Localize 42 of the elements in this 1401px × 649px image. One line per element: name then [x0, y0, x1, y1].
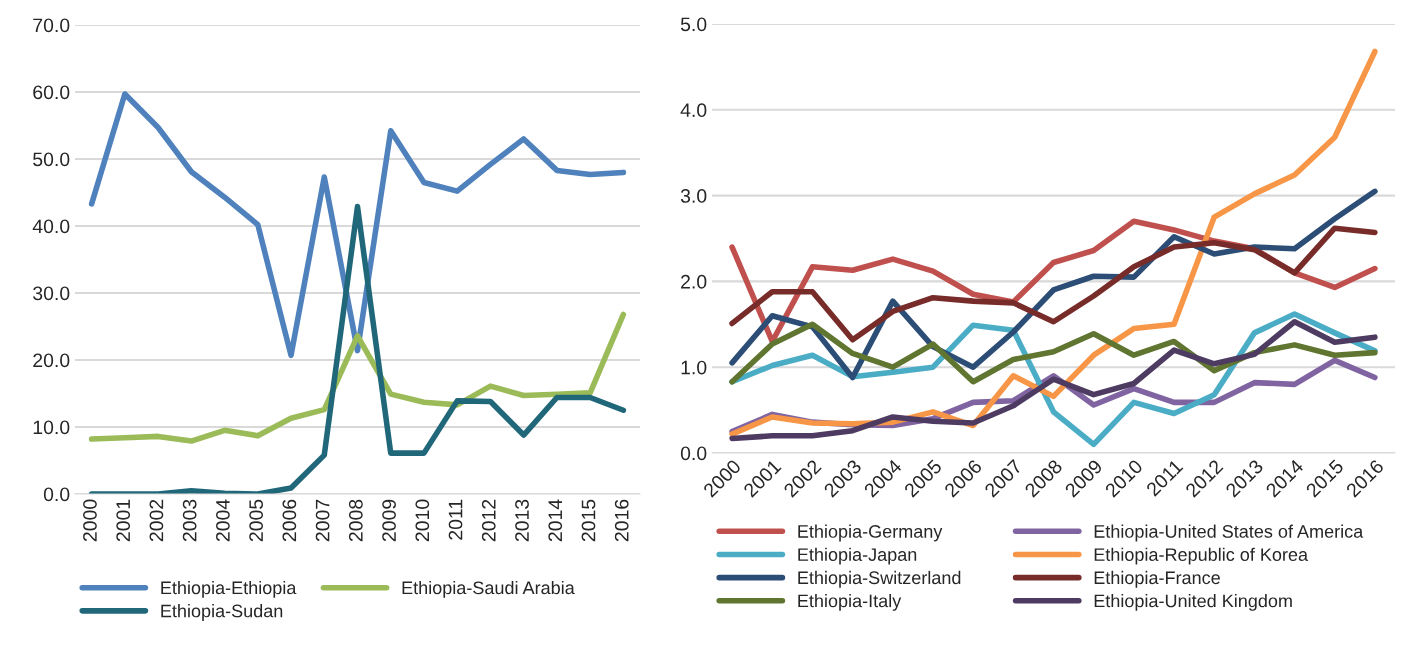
legend-label: Ethiopia-Japan — [798, 547, 917, 565]
x-tick-label: 2015 — [581, 499, 596, 542]
y-tick-label: 4.0 — [680, 103, 707, 118]
x-tick-label: 2003 — [182, 499, 197, 542]
x-tick-label: 2014 — [548, 499, 563, 542]
legend-label: Ethiopia-Italy — [798, 594, 902, 611]
y-tick-label: 30.0 — [33, 286, 70, 301]
legend-label: Ethiopia-Switzerland — [798, 570, 961, 588]
y-tick-label: 50.0 — [33, 152, 70, 167]
legend-label: Ethiopia-Republic of Korea — [1094, 547, 1309, 565]
y-tick-label: 0.0 — [680, 446, 707, 461]
legend-label: Ethiopia-Saudi Arabia — [402, 580, 575, 598]
y-tick-label: 5.0 — [680, 17, 707, 32]
legend-label: Ethiopia-United Kingdom — [1094, 594, 1292, 611]
y-tick-label: 1.0 — [681, 360, 707, 375]
x-tick-label: 2011 — [448, 499, 463, 540]
x-tick-label: 2009 — [382, 499, 396, 542]
x-tick-label: 2010 — [415, 499, 430, 542]
x-tick-label: 2004 — [216, 499, 230, 542]
x-tick-label: 2000 — [83, 499, 97, 542]
y-tick-label: 0.0 — [43, 487, 70, 502]
x-tick-label: 2007 — [315, 499, 330, 542]
y-tick-label: 40.0 — [32, 219, 70, 234]
y-tick-label: 70.0 — [33, 18, 70, 33]
x-tick-label: 2001 — [116, 499, 131, 542]
y-tick-label: 3.0 — [680, 189, 707, 203]
x-tick-label: 2002 — [149, 499, 164, 542]
x-tick-label: 2013 — [515, 499, 529, 542]
legend-label: Ethiopia-United States of America — [1094, 524, 1364, 542]
y-tick-label: 20.0 — [33, 353, 70, 368]
y-tick-label: 2.0 — [681, 274, 707, 289]
y-tick-label: 60.0 — [33, 85, 70, 100]
y-tick-label: 10.0 — [33, 420, 70, 435]
legend-label: Ethiopia-France — [1094, 570, 1220, 588]
legend-label: Ethiopia-Ethiopia — [161, 580, 297, 598]
x-tick-label: 2016 — [614, 499, 629, 542]
legend-label: Ethiopia-Sudan — [161, 604, 283, 621]
legend-label: Ethiopia-Germany — [798, 524, 943, 542]
x-tick-label: 2005 — [249, 499, 264, 542]
x-tick-label: 2012 — [481, 499, 496, 542]
x-tick-label: 2008 — [348, 499, 363, 542]
x-tick-label: 2006 — [282, 499, 297, 542]
